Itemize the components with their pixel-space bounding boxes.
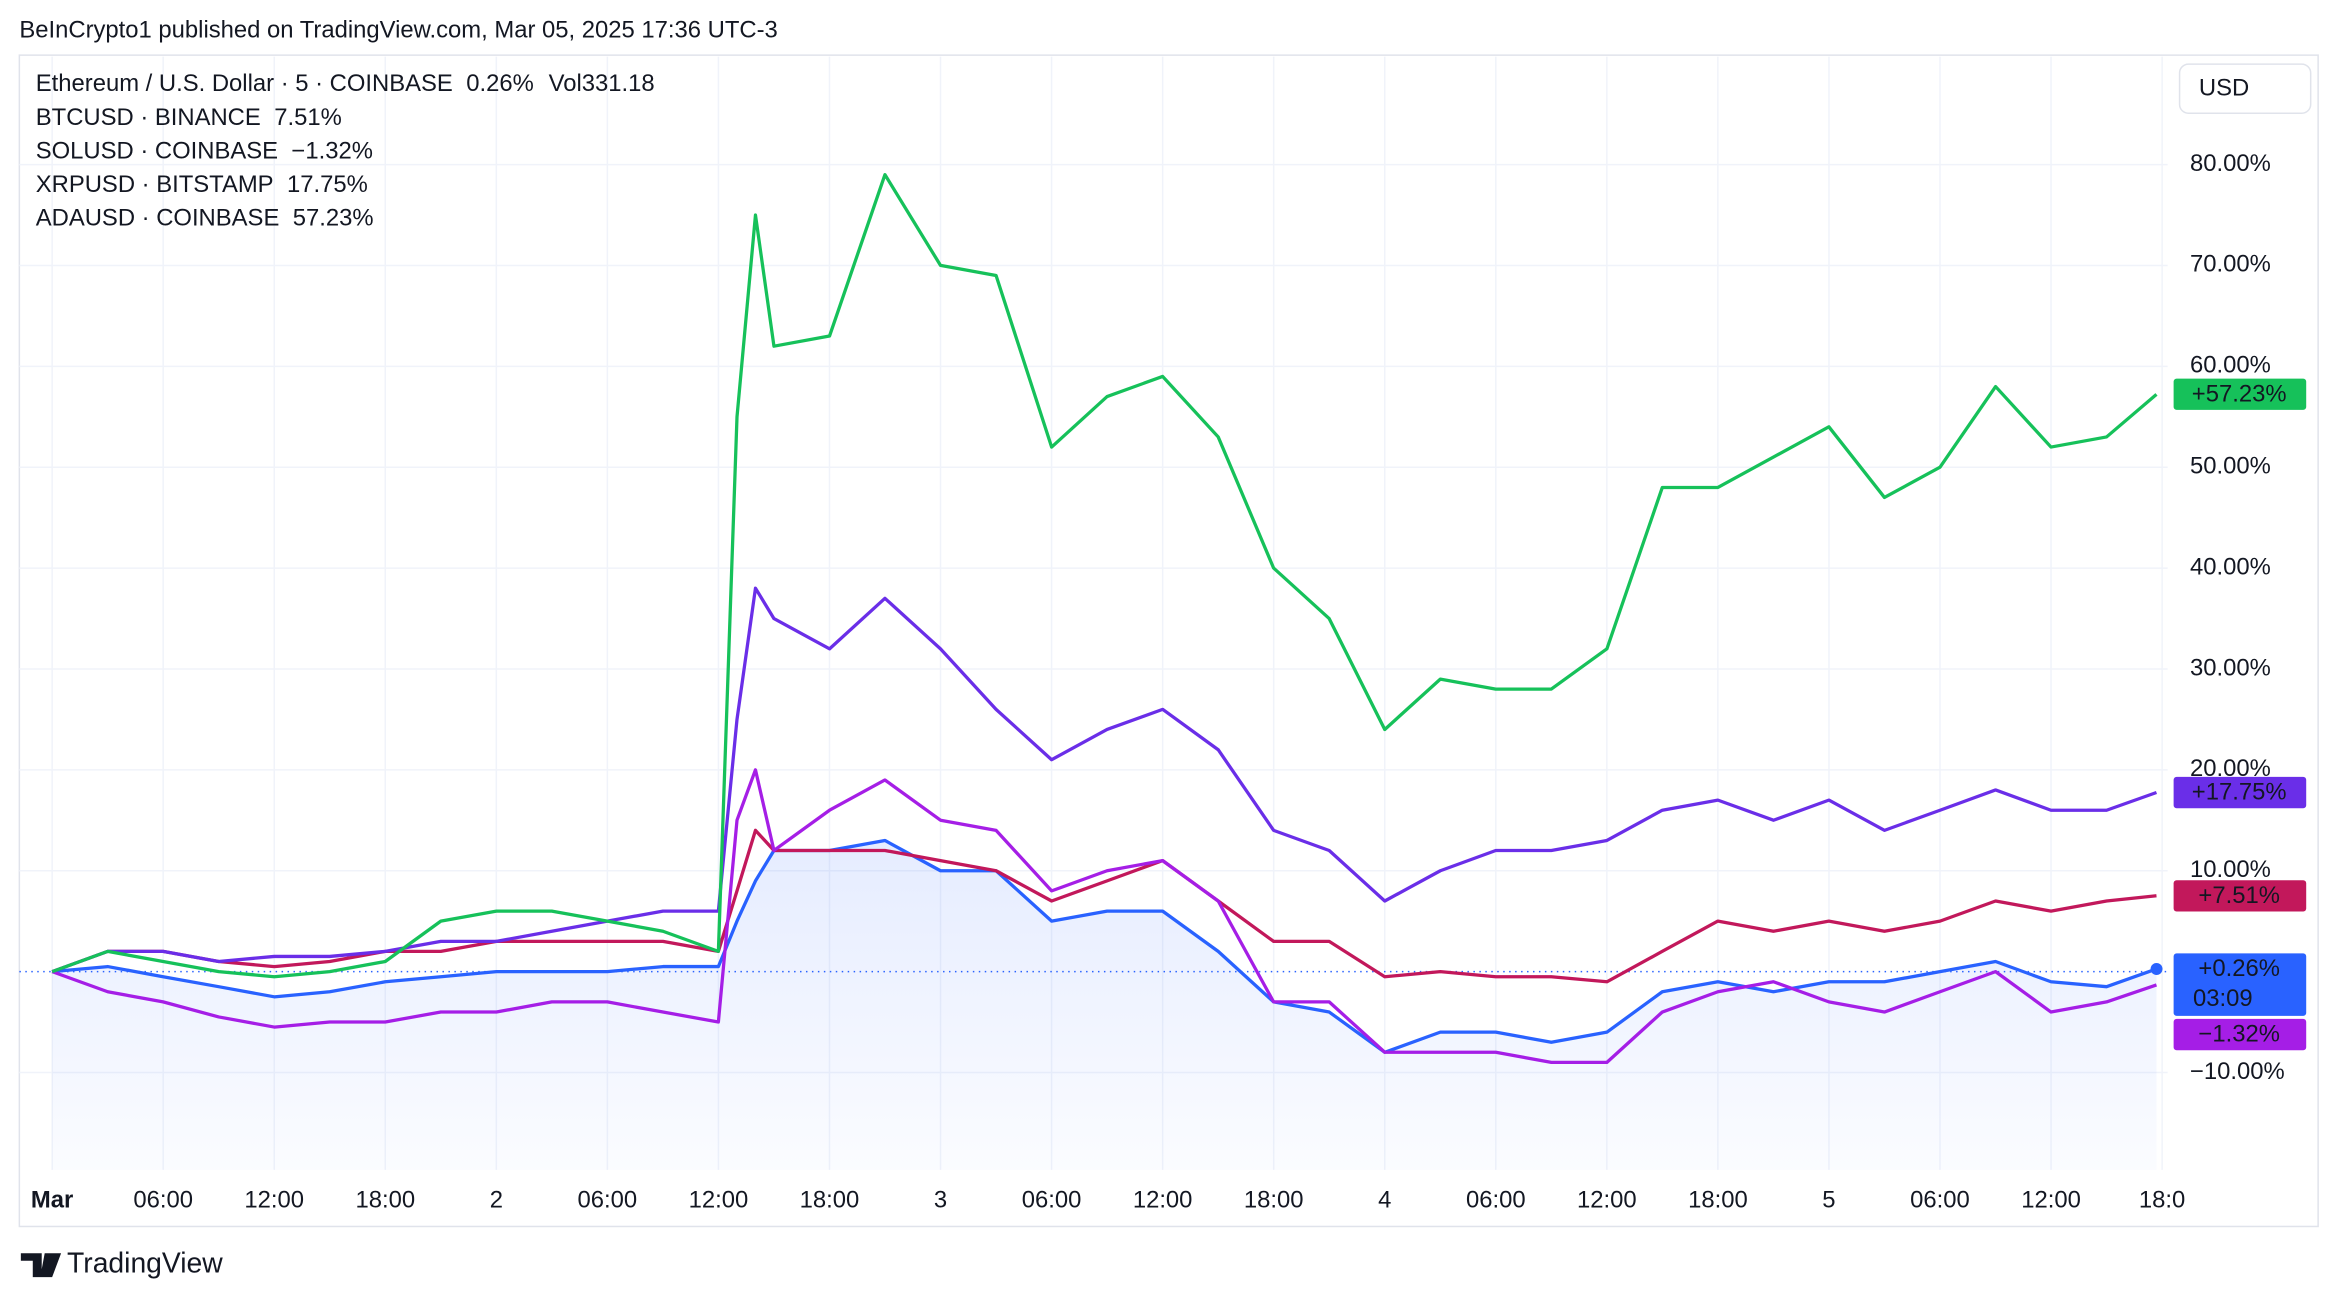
price-label: +0.26% xyxy=(2198,955,2279,982)
series-line xyxy=(51,586,2158,974)
x-tick-label: 5 xyxy=(1822,1186,1835,1213)
x-tick-label: 18:00 xyxy=(1244,1186,1304,1213)
y-tick-label: 50.00% xyxy=(2190,453,2271,480)
legend-name: ADAUSD · COINBASE xyxy=(36,204,280,231)
x-tick-label: 18:0 xyxy=(2139,1186,2185,1213)
x-tick-label: 18:00 xyxy=(800,1186,860,1213)
y-tick-label: 40.00% xyxy=(2190,553,2271,580)
legend-name: SOLUSD · COINBASE xyxy=(36,137,278,164)
x-tick-label: 12:00 xyxy=(689,1186,749,1213)
x-tick-label: 2 xyxy=(490,1186,503,1213)
x-tick-label: 06:00 xyxy=(578,1186,638,1213)
series-line xyxy=(51,173,2158,979)
currency-label: USD xyxy=(2199,75,2249,102)
y-tick-label: −10.00% xyxy=(2190,1058,2285,1085)
series-line xyxy=(51,768,2158,1065)
y-tick-label: 80.00% xyxy=(2190,150,2271,177)
x-tick-label: Mar xyxy=(31,1186,73,1213)
x-tick-label: 18:00 xyxy=(1688,1186,1748,1213)
y-tick-label: 30.00% xyxy=(2190,654,2271,681)
price-label: −1.32% xyxy=(2198,1021,2279,1048)
legend-name: Ethereum / U.S. Dollar · 5 · COINBASE xyxy=(36,70,453,97)
x-tick-label: 3 xyxy=(934,1186,947,1213)
y-tick-label: 60.00% xyxy=(2190,352,2271,379)
x-tick-label: 06:00 xyxy=(1910,1186,1970,1213)
price-label-box xyxy=(2173,776,2307,809)
legend-change: 0.26% xyxy=(466,70,534,97)
legend-change: 57.23% xyxy=(293,204,374,231)
legend-volume-title: Vol xyxy=(549,70,582,97)
x-tick-label: 4 xyxy=(1378,1186,1391,1213)
x-tick-label: 12:00 xyxy=(1133,1186,1193,1213)
x-tick-label: 18:00 xyxy=(355,1186,415,1213)
price-label-box xyxy=(2173,1018,2307,1051)
price-label: +57.23% xyxy=(2192,380,2287,407)
legend-change: −1.32% xyxy=(291,137,372,164)
y-tick-label: 10.00% xyxy=(2190,856,2271,883)
y-tick-label: 70.00% xyxy=(2190,251,2271,278)
brand-name: TradingView xyxy=(67,1247,223,1279)
series-line xyxy=(51,828,2157,984)
last-point xyxy=(2150,963,2163,975)
price-label-box xyxy=(2173,378,2307,410)
price-label: +17.75% xyxy=(2192,779,2287,806)
x-tick-label: 06:00 xyxy=(1466,1186,1526,1213)
legend-name: XRPUSD · BITSTAMP xyxy=(36,171,274,198)
brand-logo xyxy=(20,1253,62,1278)
legend-change: 17.75% xyxy=(287,171,368,198)
price-label: +7.51% xyxy=(2198,882,2279,909)
x-tick-label: 06:00 xyxy=(1022,1186,1082,1213)
x-tick-label: 06:00 xyxy=(133,1186,193,1213)
x-tick-label: 12:00 xyxy=(244,1186,304,1213)
price-label-box xyxy=(2173,880,2307,912)
x-tick-label: 12:00 xyxy=(2021,1186,2081,1213)
area-fill xyxy=(52,840,2157,1170)
chart-frame xyxy=(18,54,2319,1228)
currency-button[interactable] xyxy=(2178,63,2312,115)
price-label-box xyxy=(2173,953,2307,1016)
publish-info: BeInCrypto1 published on TradingView.com… xyxy=(19,17,777,44)
legend-change: 7.51% xyxy=(274,104,342,131)
legend-volume: 331.18 xyxy=(582,70,655,97)
x-tick-label: 12:00 xyxy=(1577,1186,1637,1213)
countdown: 03:09 xyxy=(2193,985,2253,1012)
legend-name: BTCUSD · BINANCE xyxy=(36,104,261,131)
